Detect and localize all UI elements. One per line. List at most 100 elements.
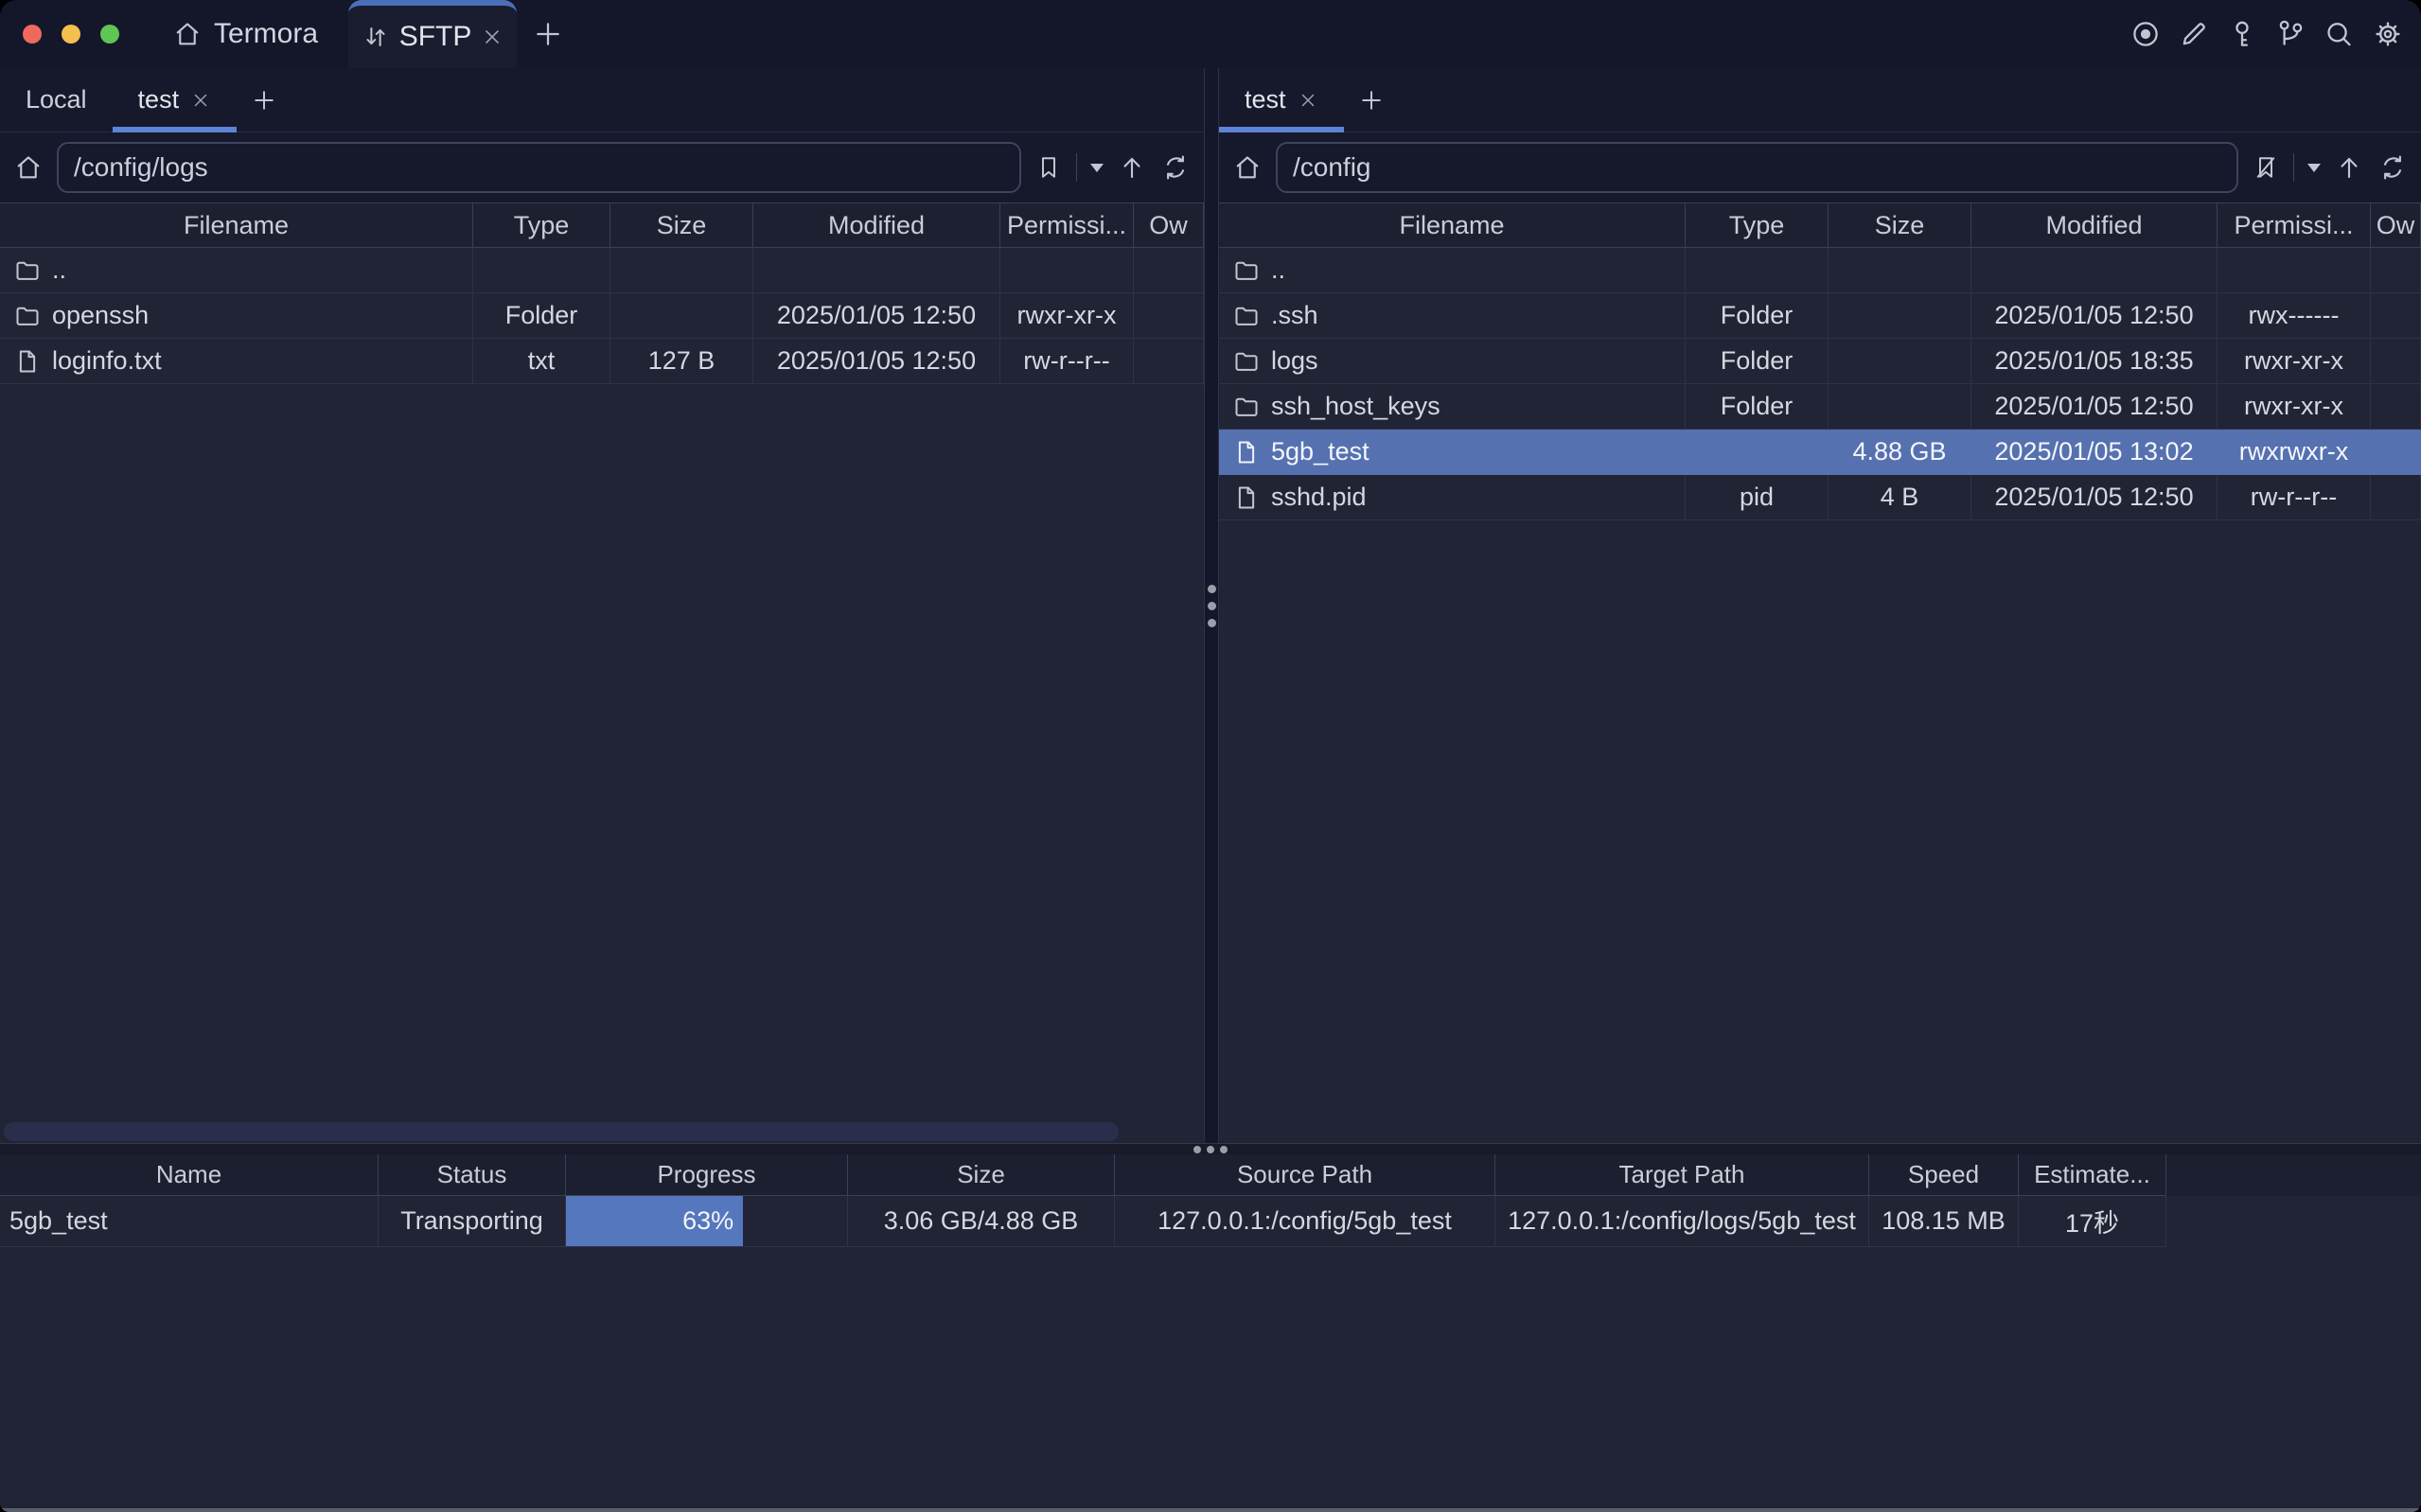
column-header[interactable]: Permissi... [1000, 203, 1134, 248]
type-cell: Folder [473, 293, 610, 339]
file-row[interactable]: .. [1219, 248, 2421, 293]
bookmark-icon[interactable] [1034, 153, 1063, 182]
type-cell: pid [1686, 475, 1829, 520]
bottom-panel-splitter[interactable] [0, 1143, 2421, 1154]
tab-sftp[interactable]: SFTP [348, 0, 518, 68]
tab-local[interactable]: Local [0, 68, 113, 132]
record-icon[interactable] [2129, 18, 2162, 50]
arrow-up-icon[interactable] [2334, 152, 2364, 183]
file-row[interactable]: ssh_host_keys Folder 2025/01/05 12:50 rwxr-… [1219, 384, 2421, 430]
column-header[interactable]: Name [0, 1154, 379, 1196]
gear-icon[interactable] [2371, 17, 2405, 51]
pane-splitter[interactable] [1204, 68, 1219, 1143]
transfer-estimate-cell: 17秒 [2019, 1196, 2166, 1247]
file-table-header: Filename Type Size Modified Permissi... Ow [1219, 202, 2421, 248]
branch-icon[interactable] [2274, 18, 2306, 50]
transfer-target-cell: 127.0.0.1:/config/logs/5gb_test [1495, 1196, 1869, 1247]
splitter-dot [1207, 584, 1216, 593]
bookmark-slash-icon[interactable] [2252, 153, 2280, 182]
modified-cell: 2025/01/05 12:50 [1971, 384, 2218, 430]
file-row[interactable]: 5gb_test 4.88 GB 2025/01/05 13:02 rwxrwxr-x [1219, 430, 2421, 475]
home-icon [172, 19, 203, 49]
column-header[interactable]: Size [848, 1154, 1115, 1196]
file-row[interactable]: openssh Folder 2025/01/05 12:50 rwxr-xr-x [0, 293, 1204, 339]
sftp-tab-label: SFTP [398, 21, 472, 52]
column-header[interactable]: Ow [1134, 203, 1204, 248]
file-row[interactable]: loginfo.txt txt 127 B 2025/01/05 12:50 rw-r-… [0, 339, 1204, 384]
caret-down-icon[interactable] [1090, 163, 1104, 172]
refresh-icon[interactable] [1160, 152, 1191, 183]
caret-down-icon[interactable] [2307, 163, 2321, 172]
close-window-button[interactable] [23, 25, 42, 44]
filename-cell: openssh [0, 293, 473, 339]
transfer-row[interactable]: 5gb_test Transporting 63% 3.06 GB/4.88 GB 12… [0, 1196, 2421, 1247]
column-header[interactable]: Filename [0, 203, 473, 248]
tab-test-left[interactable]: test [112, 68, 238, 132]
titlebar-spacer [564, 0, 2129, 68]
new-tab-button[interactable] [532, 0, 564, 68]
size-cell: 4 B [1829, 475, 1971, 520]
titlebar: Termora SFTP [0, 0, 2421, 68]
folder-icon [1232, 256, 1261, 285]
close-icon[interactable] [190, 90, 211, 111]
arrow-up-icon[interactable] [1117, 152, 1147, 183]
size-cell [1829, 293, 1971, 339]
column-header[interactable]: Modified [1971, 203, 2218, 248]
left-file-table: Filename Type Size Modified Permissi... Ow.. o… [0, 202, 1204, 1143]
owner-cell [2371, 430, 2421, 475]
type-cell: Folder [1686, 293, 1829, 339]
modified-cell: 2025/01/05 12:50 [753, 339, 1000, 384]
home-icon[interactable] [1232, 152, 1263, 183]
tab-termora[interactable]: Termora [172, 0, 318, 68]
column-header[interactable]: Size [1829, 203, 1971, 248]
column-header[interactable]: Ow [2371, 203, 2421, 248]
column-header[interactable]: Permissi... [2218, 203, 2371, 248]
file-row[interactable]: .. [0, 248, 1204, 293]
filename-label: openssh [52, 301, 150, 329]
left-path-input[interactable] [59, 144, 1019, 191]
right-add-tab-button[interactable] [1344, 68, 1399, 132]
column-header[interactable]: Estimate... [2019, 1154, 2166, 1196]
owner-cell [2371, 339, 2421, 384]
column-header[interactable]: Type [473, 203, 610, 248]
modified-cell: 2025/01/05 12:50 [1971, 293, 2218, 339]
column-header[interactable]: Progress [566, 1154, 848, 1196]
titlebar-actions [2129, 0, 2421, 68]
transfer-panel: Name Status Progress Size Source Path Target … [0, 1154, 2421, 1247]
owner-cell [1134, 248, 1204, 293]
filename-cell: loginfo.txt [0, 339, 473, 384]
pencil-icon[interactable] [2178, 18, 2210, 50]
file-row[interactable]: sshd.pid pid 4 B 2025/01/05 12:50 rw-r--r-- [1219, 475, 2421, 520]
tab-label: Local [26, 85, 87, 114]
column-header[interactable]: Speed [1869, 1154, 2019, 1196]
column-header[interactable]: Source Path [1115, 1154, 1495, 1196]
tab-label: test [137, 85, 180, 114]
column-header[interactable]: Size [610, 203, 753, 248]
column-header[interactable]: Target Path [1495, 1154, 1869, 1196]
right-path-input[interactable] [1278, 144, 2236, 191]
size-cell: 127 B [610, 339, 753, 384]
maximize-window-button[interactable] [100, 25, 119, 44]
key-icon[interactable] [2226, 18, 2258, 50]
column-header[interactable]: Type [1686, 203, 1829, 248]
search-icon[interactable] [2323, 18, 2355, 50]
column-header[interactable]: Status [379, 1154, 566, 1196]
close-icon[interactable] [1298, 90, 1318, 111]
left-add-tab-button[interactable] [237, 68, 292, 132]
file-row[interactable]: logs Folder 2025/01/05 18:35 rwxr-xr-x [1219, 339, 2421, 384]
column-header[interactable]: Modified [753, 203, 1000, 248]
file-row[interactable]: .ssh Folder 2025/01/05 12:50 rwx------ [1219, 293, 2421, 339]
tab-test-right[interactable]: test [1219, 68, 1344, 132]
scrollbar-thumb[interactable] [4, 1122, 1119, 1141]
refresh-icon[interactable] [2377, 152, 2408, 183]
dual-pane-area: Local test [0, 68, 2421, 1143]
close-icon[interactable] [481, 26, 504, 48]
filename-cell: sshd.pid [1219, 475, 1686, 520]
left-horizontal-scrollbar[interactable] [0, 1120, 1204, 1143]
type-cell: Folder [1686, 384, 1829, 430]
minimize-window-button[interactable] [62, 25, 80, 44]
column-header[interactable]: Filename [1219, 203, 1686, 248]
filename-cell: logs [1219, 339, 1686, 384]
home-icon[interactable] [13, 152, 44, 183]
type-cell: Folder [1686, 339, 1829, 384]
